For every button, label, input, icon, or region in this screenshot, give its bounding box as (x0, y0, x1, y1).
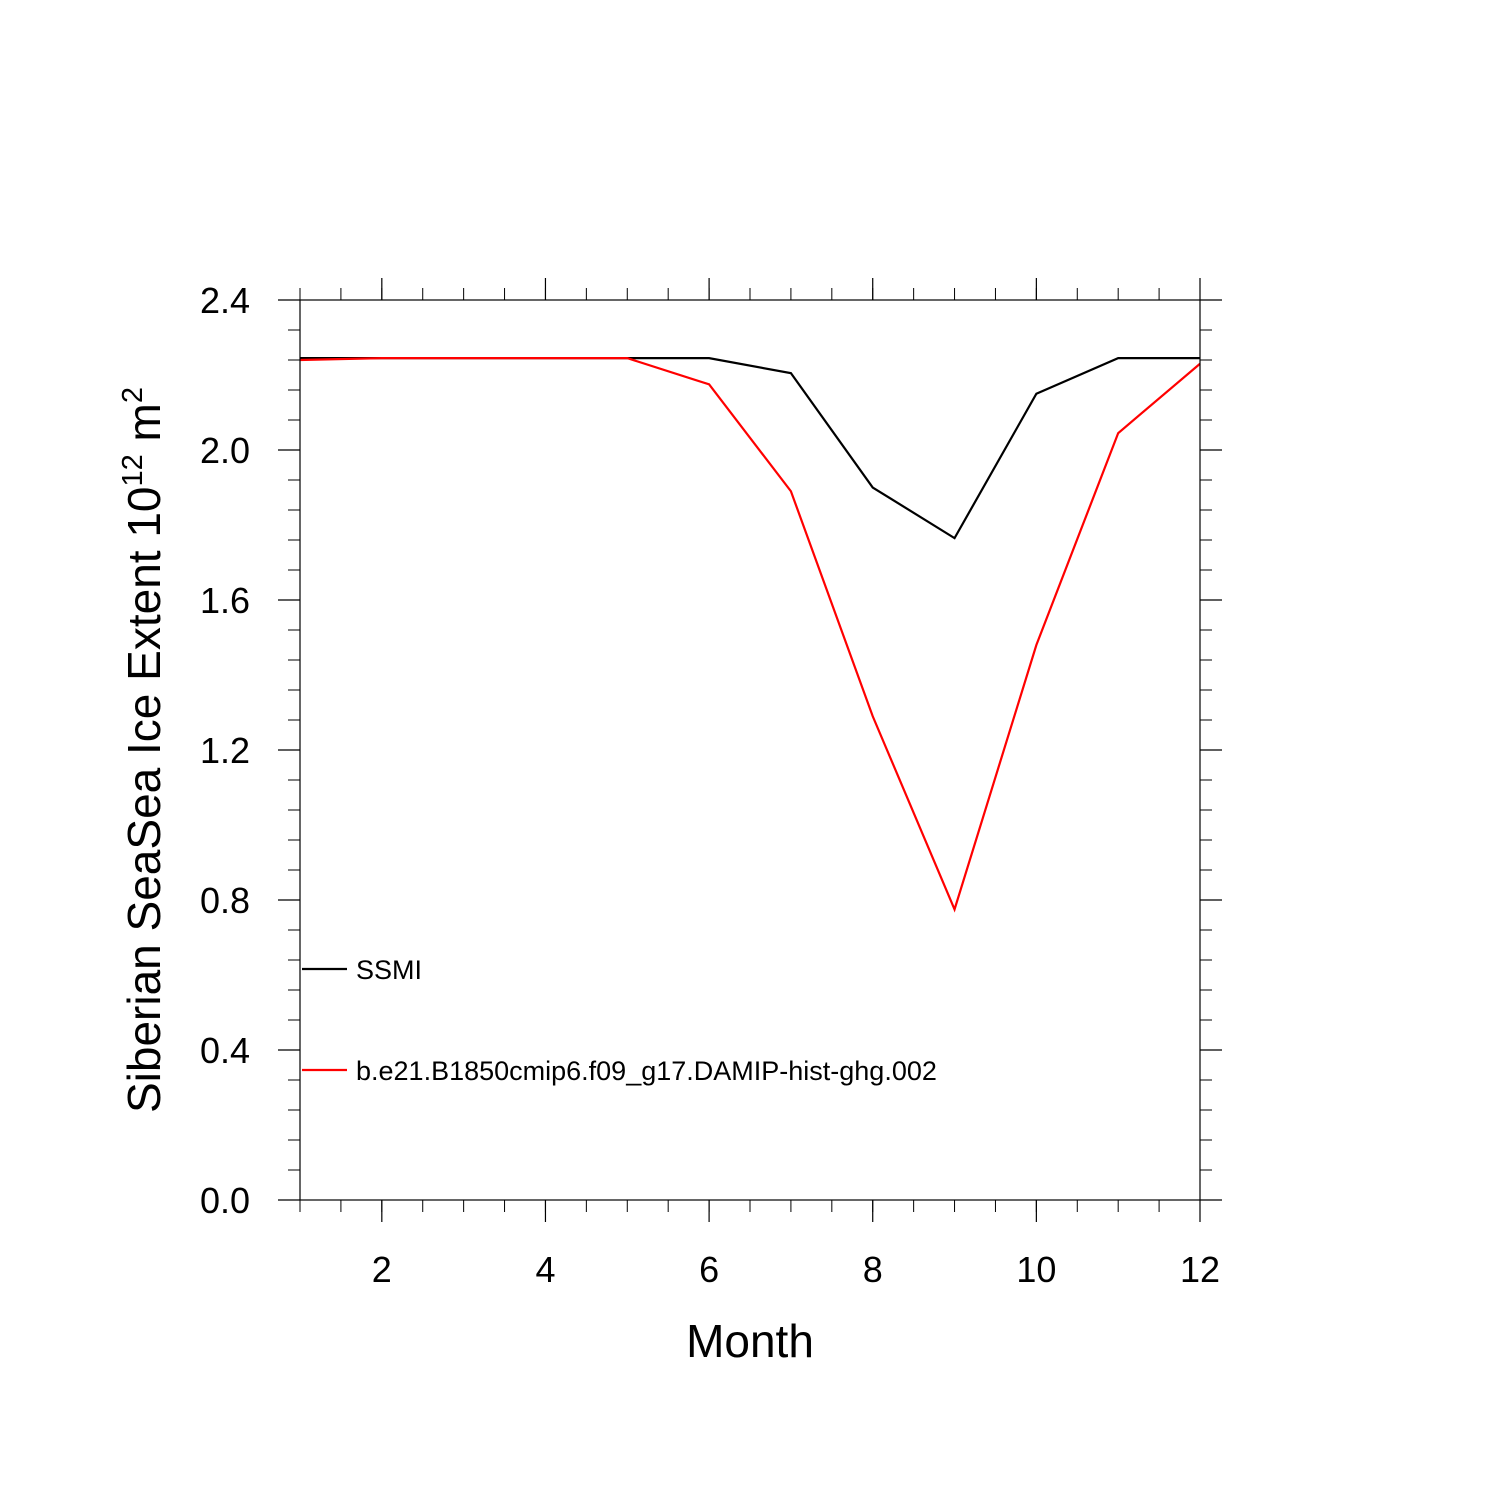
legend-label-2: b.e21.B1850cmip6.f09_g17.DAMIP-hist-ghg.… (356, 1056, 937, 1086)
y-tick-label: 1.6 (200, 580, 250, 621)
x-tick-labels: 2 4 6 8 10 12 (372, 1249, 1220, 1290)
x-axis-label: Month (686, 1315, 814, 1367)
x-tick-label: 2 (372, 1249, 392, 1290)
legend: SSMI b.e21.B1850cmip6.f09_g17.DAMIP-hist-… (302, 955, 937, 1086)
y-tick-labels: 0.0 0.4 0.8 1.2 1.6 2.0 2.4 (200, 280, 250, 1221)
series-line-2 (299, 357, 1201, 913)
x-tick-label: 8 (863, 1249, 883, 1290)
y-axis-label-exponent: 12 (117, 454, 149, 486)
x-tick-label: 4 (535, 1249, 555, 1290)
series-lines (299, 357, 1201, 913)
y-axis-label: Siberian SeaSea Ice Extent 1012 m2 (117, 387, 170, 1113)
y-tick-label: 2.4 (200, 280, 250, 321)
y-axis-label-unit-exponent: 2 (117, 387, 149, 403)
x-tick-label: 10 (1016, 1249, 1056, 1290)
y-tick-label: 0.8 (200, 880, 250, 921)
y-tick-label: 2.0 (200, 430, 250, 471)
x-tick-label: 12 (1180, 1249, 1220, 1290)
y-axis-label-unit: m (118, 403, 170, 454)
y-tick-label: 1.2 (200, 730, 250, 771)
series-line-1 (300, 357, 1200, 540)
x-tick-label: 6 (699, 1249, 719, 1290)
plot-frame (299, 299, 1201, 1201)
legend-label-1: SSMI (356, 955, 422, 985)
major-ticks (278, 278, 1222, 1222)
y-tick-label: 0.4 (200, 1030, 250, 1071)
y-axis-label-prefix: Siberian SeaSea Ice Extent 10 (118, 486, 170, 1113)
y-tick-label: 0.0 (200, 1180, 250, 1221)
